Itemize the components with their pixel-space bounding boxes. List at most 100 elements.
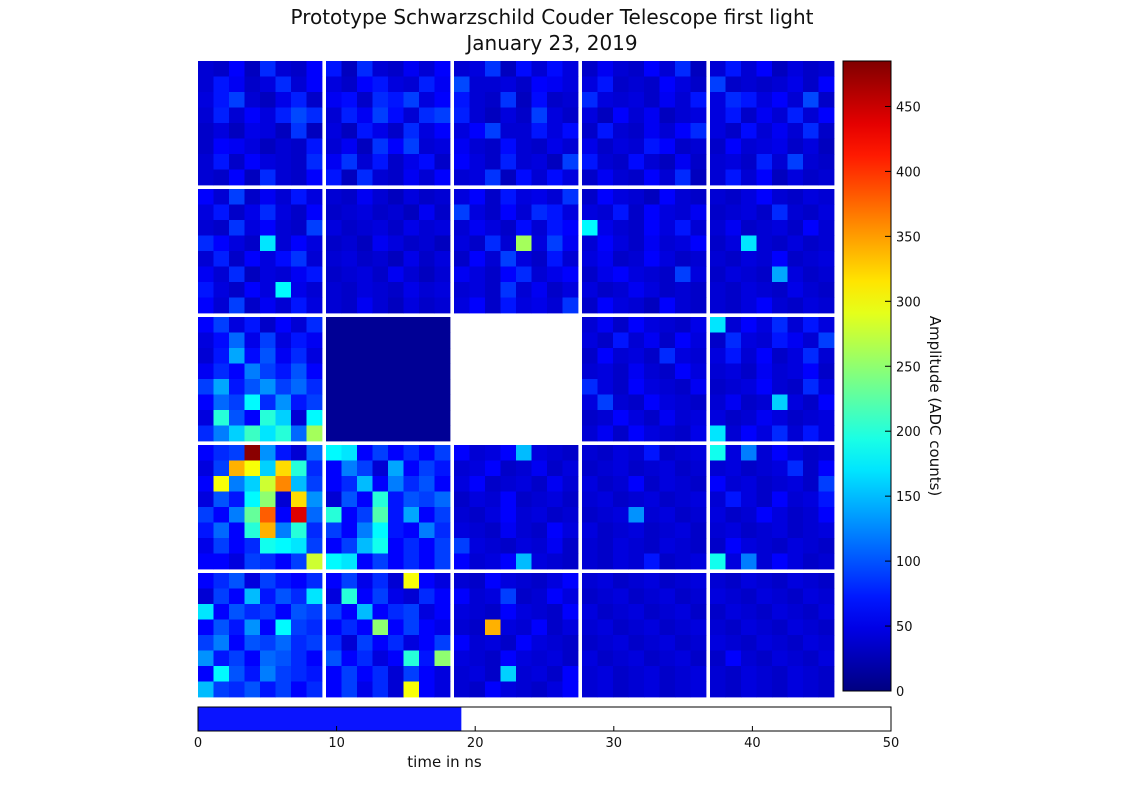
- pixel: [357, 476, 373, 492]
- pixel: [531, 204, 548, 221]
- pixel: [229, 522, 245, 539]
- pixel: [597, 138, 614, 155]
- pixel: [562, 297, 579, 314]
- pixel: [244, 573, 261, 589]
- pixel: [326, 92, 342, 108]
- pixel: [690, 317, 707, 333]
- pixel: [485, 619, 501, 636]
- pixel: [291, 553, 307, 570]
- pixel: [597, 123, 614, 139]
- pixel: [291, 297, 307, 314]
- pixel: [531, 251, 548, 267]
- module-1-1: [326, 189, 451, 314]
- pixel: [659, 379, 676, 395]
- pixel: [434, 61, 451, 77]
- pixel: [531, 507, 548, 523]
- pixel: [644, 460, 660, 477]
- pixel: [291, 425, 307, 442]
- pixel: [260, 282, 276, 298]
- pixel: [756, 491, 773, 508]
- pixel: [244, 76, 261, 93]
- pixel: [341, 363, 358, 380]
- pixel: [485, 282, 501, 298]
- pixel: [434, 235, 451, 252]
- pixel: [341, 507, 358, 523]
- pixel: [741, 635, 757, 651]
- pixel: [547, 522, 563, 539]
- pixel: [644, 666, 660, 682]
- pixel: [597, 297, 614, 314]
- pixel: [613, 204, 629, 221]
- pixel: [275, 666, 292, 682]
- pixel: [613, 379, 629, 395]
- pixel: [434, 92, 451, 108]
- pixel: [434, 251, 451, 267]
- pixel: [772, 204, 788, 221]
- pixel: [690, 491, 707, 508]
- pixel: [198, 220, 214, 236]
- pixel: [787, 604, 804, 620]
- pixel: [818, 588, 835, 605]
- pixel: [710, 425, 726, 442]
- pixel: [675, 332, 691, 349]
- pixel: [675, 107, 691, 124]
- pixel: [582, 297, 598, 314]
- pixel: [725, 476, 742, 492]
- pixel: [772, 573, 788, 589]
- pixel: [244, 154, 261, 170]
- pixel: [291, 379, 307, 395]
- pixel: [454, 460, 470, 477]
- pixel: [562, 619, 579, 636]
- module-2-3: [582, 317, 707, 442]
- pixel: [597, 169, 614, 186]
- pixel: [628, 553, 645, 570]
- pixel: [644, 107, 660, 124]
- pixel: [229, 220, 245, 236]
- pixel: [485, 507, 501, 523]
- pixel: [244, 476, 261, 492]
- pixel: [628, 538, 645, 554]
- pixel: [403, 363, 420, 380]
- pixel: [531, 220, 548, 236]
- pixel: [644, 425, 660, 442]
- pixel: [644, 681, 660, 698]
- pixel: [582, 507, 598, 523]
- pixel: [260, 619, 276, 636]
- pixel: [469, 204, 486, 221]
- pixel: [198, 681, 214, 698]
- pixel: [818, 635, 835, 651]
- module-0-2: [454, 61, 579, 186]
- pixel: [659, 332, 676, 349]
- pixel: [291, 251, 307, 267]
- pixel: [531, 460, 548, 477]
- pixel: [690, 297, 707, 314]
- pixel: [516, 76, 532, 93]
- pixel: [690, 61, 707, 77]
- pixel: [756, 681, 773, 698]
- pixel: [341, 538, 358, 554]
- pixel: [787, 251, 804, 267]
- pixel: [772, 604, 788, 620]
- pixel: [419, 204, 435, 221]
- pixel: [306, 123, 323, 139]
- pixel: [613, 410, 629, 426]
- pixel: [516, 297, 532, 314]
- colorbar-tick-label: 50: [896, 620, 913, 635]
- pixel: [326, 460, 342, 477]
- pixel: [628, 460, 645, 477]
- pixel: [388, 317, 404, 333]
- pixel: [326, 317, 342, 333]
- pixel: [357, 588, 373, 605]
- pixel: [787, 154, 804, 170]
- pixel: [675, 251, 691, 267]
- pixel: [469, 445, 486, 461]
- pixel: [275, 266, 292, 283]
- module-0-1: [326, 61, 451, 186]
- pixel: [725, 588, 742, 605]
- pixel: [388, 204, 404, 221]
- pixel: [469, 635, 486, 651]
- pixel: [547, 666, 563, 682]
- pixel: [582, 363, 598, 380]
- module-2-2: [454, 317, 578, 441]
- pixel: [419, 348, 435, 364]
